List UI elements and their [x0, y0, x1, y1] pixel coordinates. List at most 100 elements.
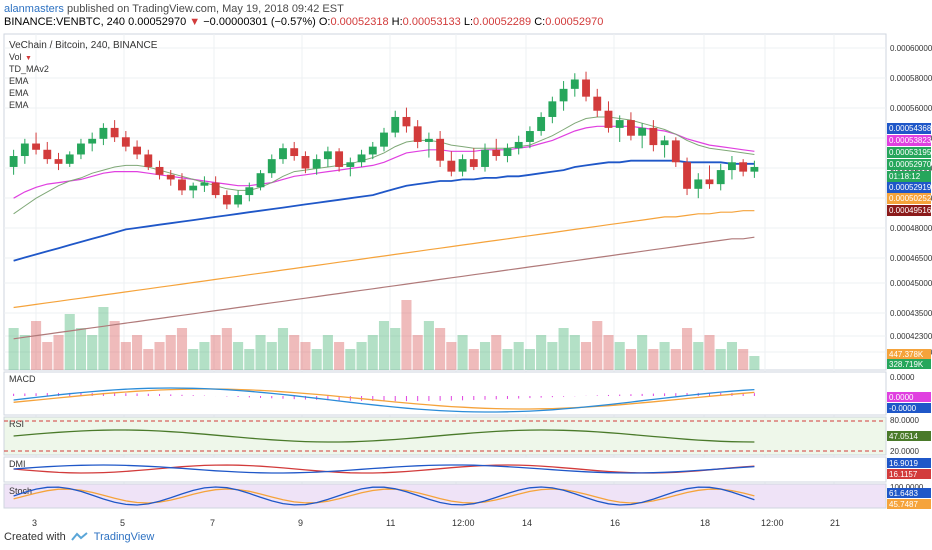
rsi-label: RSI	[9, 419, 24, 429]
macd-badge-label: 0.0000	[889, 393, 914, 402]
volume-bar	[536, 335, 547, 370]
down-arrow-icon: ▼	[189, 16, 201, 28]
volume-bar	[165, 335, 176, 370]
candle-body	[144, 154, 153, 167]
author-link[interactable]: alanmasters	[4, 3, 64, 15]
x-tick-label: 12:00	[761, 518, 784, 528]
candle-body	[593, 96, 602, 111]
volume-bar	[659, 342, 670, 370]
price-badge	[887, 182, 931, 193]
volume-badge	[887, 359, 931, 369]
price-badge-label: 0.00052970	[889, 160, 932, 169]
chart-canvas[interactable]: 3 5 7 9 11 12:00 14 16 18 12:00 21 0.00060000 0.0005…	[0, 30, 932, 530]
low-value: 0.00052289	[473, 16, 532, 28]
y-tick-label: 0.00046500	[890, 254, 932, 263]
y-tick-label: 0.00042300	[890, 332, 932, 341]
rsi-badge	[887, 431, 931, 441]
volume-bar	[98, 307, 109, 370]
candle-body	[447, 160, 456, 172]
candle-body	[77, 143, 85, 155]
stoch-tick-label: 100.0000	[890, 483, 924, 492]
tradingview-logo-icon	[70, 532, 88, 541]
volume-bar	[176, 328, 188, 370]
volume-bar	[446, 342, 457, 370]
candle-body	[481, 149, 489, 167]
x-tick-label: 16	[610, 518, 620, 528]
volume-bar	[289, 335, 300, 370]
x-tick-label: 9	[298, 518, 303, 528]
close-value: 0.00052970	[545, 16, 604, 28]
x-tick-label: 21	[830, 518, 840, 528]
volume-bar	[75, 328, 87, 370]
candle-body	[211, 182, 220, 196]
candle-body	[649, 127, 658, 146]
stoch-label: Stoch	[9, 486, 32, 496]
candle-body	[413, 126, 422, 142]
x-tick-label: 3	[32, 518, 37, 528]
volume-bar	[311, 349, 322, 370]
volume-bar	[524, 349, 535, 370]
candle-body	[178, 179, 186, 191]
volume-bar	[592, 321, 603, 370]
candle-body	[402, 116, 411, 127]
tradingview-link[interactable]: TradingView	[93, 531, 155, 543]
x-tick-label: 7	[210, 518, 215, 528]
candle-body	[469, 159, 478, 167]
y-tick-label: 0.00056000	[890, 104, 932, 113]
y-tick-label: 0.00048000	[890, 224, 932, 233]
volume-bar	[390, 328, 401, 370]
candle-body	[604, 110, 613, 128]
volume-bar	[266, 342, 277, 370]
legend-title: VeChain / Bitcoin, 240, BINANCE	[9, 40, 158, 51]
legend-ema-2: EMA	[9, 88, 29, 98]
stoch-badge	[887, 499, 931, 509]
price-badge	[887, 123, 931, 134]
ohlc-line: BINANCE:VENBTC, 240 0.00052970 ▼ −0.0000…	[4, 16, 604, 28]
candle-body	[660, 140, 669, 146]
main-pane	[3, 33, 887, 371]
candle-body	[716, 170, 725, 185]
dmi-badge	[887, 469, 931, 479]
volume-bar	[19, 335, 30, 370]
candle-body	[200, 182, 209, 186]
candle-body	[615, 120, 624, 128]
legend-vol-arrow-icon: ▼	[25, 55, 32, 62]
candle-body	[88, 138, 97, 144]
volume-bar	[580, 342, 592, 370]
candle-body	[121, 137, 130, 147]
volume-bar	[345, 349, 356, 370]
price-badge	[887, 171, 931, 182]
volume-bar	[233, 342, 244, 370]
volume-bar	[502, 349, 513, 370]
symbol-label: BINANCE:VENBTC, 240	[4, 16, 126, 28]
candle-body	[750, 166, 759, 172]
volume-bar	[412, 335, 423, 370]
volume-bar	[704, 335, 715, 370]
volume-bar	[367, 335, 378, 370]
price-badge	[887, 193, 931, 204]
macd-badge	[887, 392, 931, 402]
volume-bar	[738, 349, 749, 370]
stoch-badge-label: 45.7487	[889, 500, 918, 509]
ema-slow-line	[13, 210, 755, 309]
volume-bar	[457, 335, 468, 370]
candle-body	[705, 179, 714, 185]
volume-bar	[637, 335, 648, 370]
candle-body	[514, 141, 523, 149]
ema-mid-line	[13, 159, 755, 262]
open-value: 0.00052318	[330, 16, 389, 28]
candle-body	[559, 88, 568, 102]
candle-body	[323, 151, 332, 160]
volume-bar	[569, 335, 580, 370]
candle-body	[368, 146, 377, 155]
candle-body	[626, 120, 635, 136]
price-badge	[887, 159, 931, 170]
price-badge-label: 0.00054368	[889, 124, 932, 133]
dmi-badge	[887, 458, 931, 468]
x-tick-label: 12:00	[452, 518, 475, 528]
volume-bar	[277, 328, 289, 370]
volume-bar	[670, 349, 681, 370]
macd-badge-label: -0.0000	[889, 404, 917, 413]
candle-body	[9, 156, 18, 167]
volume-bar	[64, 314, 75, 370]
